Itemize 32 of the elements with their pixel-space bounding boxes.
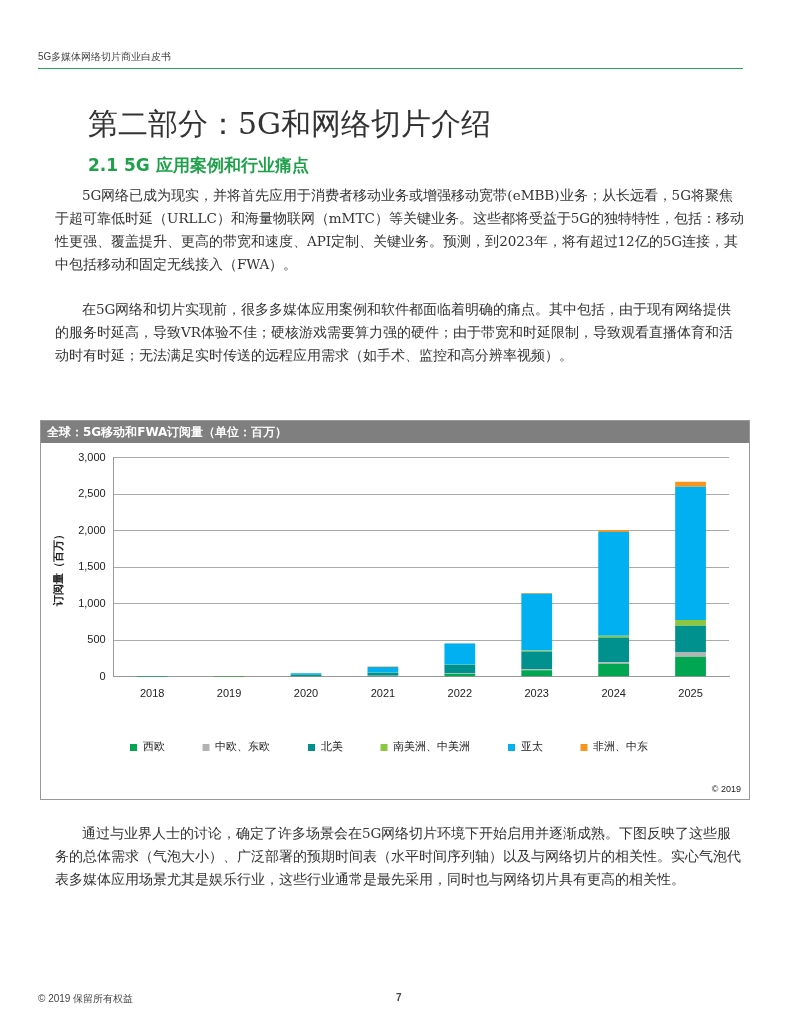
- legend-label: 亚太: [520, 740, 543, 754]
- text: © 2019 保留所有权益: [38, 992, 134, 1006]
- y-tick-label: 500: [87, 633, 106, 646]
- x-tick-label: 2024: [601, 687, 626, 700]
- text: 7: [396, 992, 402, 1003]
- y-tick-label: 0: [99, 669, 106, 682]
- x-tick-label: 2018: [139, 687, 165, 700]
- y-tick-label: 2,500: [78, 487, 106, 500]
- legend-label: 中欧、东欧: [215, 740, 270, 754]
- x-tick-label: 2025: [678, 687, 703, 700]
- y-axis-title: 订阅量（百万）: [52, 528, 66, 607]
- x-tick-label: 2020: [293, 687, 319, 700]
- text: 2.1 5G 应用案例和行业痛点: [88, 154, 309, 177]
- y-tick-label: 3,000: [78, 450, 106, 463]
- x-tick-label: 2022: [447, 687, 473, 700]
- text: 通过与业界人士的讨论，确定了许多场景会在5G网络切片环境下开始启用并逐渐成熟。下图反映了这些服务的总体需求（气泡大小）、广泛部署的预期时间表（水平时间序列轴）以及与网络切片的相关性。实心气泡代表多媒体应用场景尤其是娱乐行业，这些行业通常是最先采用，同时也与网络切片具有更高的相关性。: [55, 824, 742, 889]
- legend-label: 非洲、中东: [593, 740, 648, 754]
- text: 第二部分：5G和网络切片介绍: [88, 105, 492, 143]
- chart-title: 全球：5G移动和FWA订阅量（单位：百万）: [41, 421, 749, 443]
- x-tick-label: 2023: [524, 687, 549, 700]
- x-tick-label: 2021: [370, 687, 396, 700]
- x-tick-label: 2019: [216, 687, 242, 700]
- text: 在5G网络和切片实现前，很多多媒体应用案例和软件都面临着明确的痛点。其中包括，由于现有网络提供的服务时延高，导致VR体验不佳；硬核游戏需要算力强的硬件；由于带宽和时延限制，导致观看直播体育和活动时有时延；无法满足实时传送的远程应用需求（如手术、监控和高分辨率视频）。: [55, 300, 734, 365]
- legend-label: 西欧: [142, 740, 165, 754]
- text: © 2019: [711, 784, 741, 794]
- y-tick-label: 1,500: [78, 560, 106, 573]
- text: 5G网络已成为现实，并将首先应用于消费者移动业务或增强移动宽带(eMBB)业务；从长远看，5G将聚焦于超可靠低时延（URLLC）和海量物联网（mMTC）等关键业务。这些都将受益于5G的独特特性，包括：移动性更强、覆盖提升、更高的带宽和速度、API定制、关键业务。预测，到2023年，将有超过12亿的5G连接，其中包括移动和固定无线接入（FWA）。: [55, 186, 745, 274]
- legend-label: 北美: [320, 740, 343, 754]
- y-tick-label: 2,000: [78, 523, 106, 536]
- legend-label: 南美洲、中美洲: [393, 740, 470, 754]
- y-tick-label: 1,000: [78, 596, 106, 609]
- text: 5G多媒体网络切片商业白皮书: [38, 50, 172, 64]
